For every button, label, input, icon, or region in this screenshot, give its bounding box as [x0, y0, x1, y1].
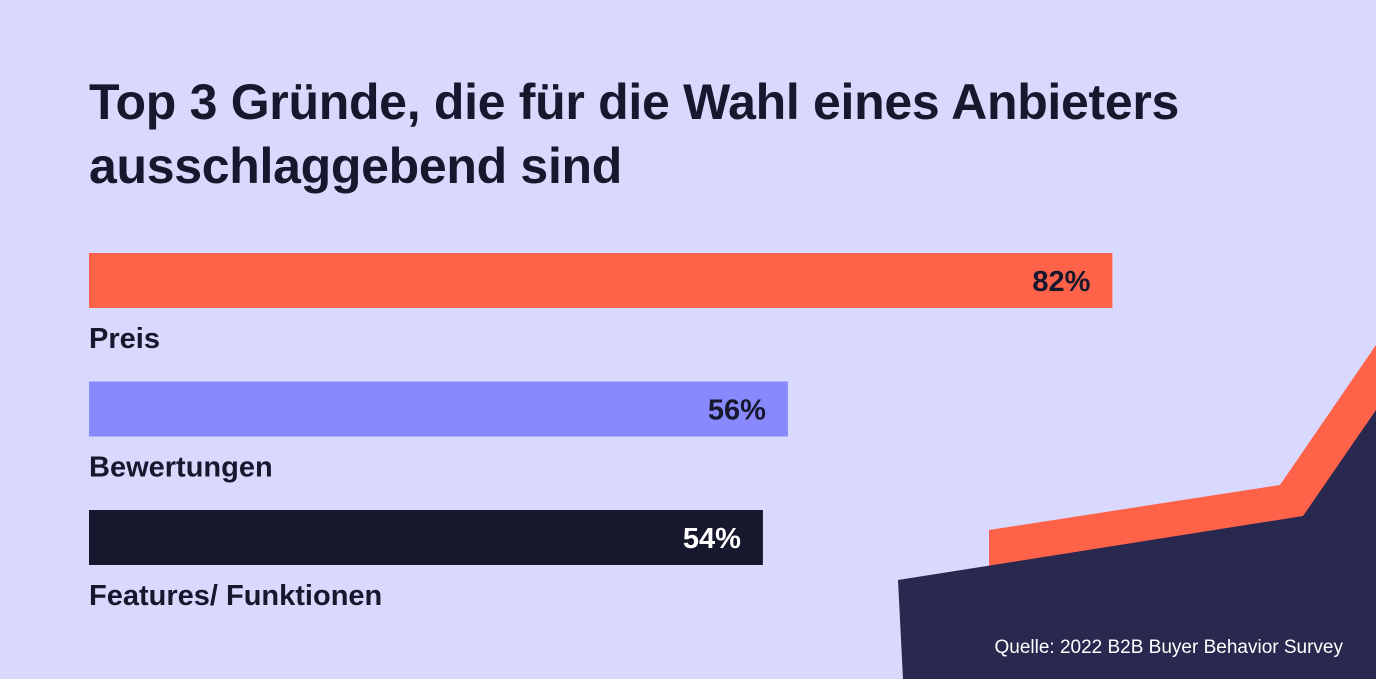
bar-value-label-2: 56%: [708, 395, 766, 427]
navy-shape: [898, 410, 1376, 679]
category-label-1: Preis: [89, 323, 160, 355]
bar-3: [89, 510, 763, 565]
bar-value-label-3: 54%: [683, 523, 741, 555]
bar-1: [89, 253, 1113, 308]
category-label-3: Features/ Funktionen: [89, 580, 382, 612]
bar-value-label-1: 82%: [1032, 266, 1090, 298]
source-note: Quelle: 2022 B2B Buyer Behavior Survey: [994, 637, 1343, 658]
bar-2: [89, 381, 788, 437]
category-label-2: Bewertungen: [89, 452, 273, 484]
chart-title: Top 3 Gründe, die für die Wahl eines Anb…: [89, 74, 1180, 194]
